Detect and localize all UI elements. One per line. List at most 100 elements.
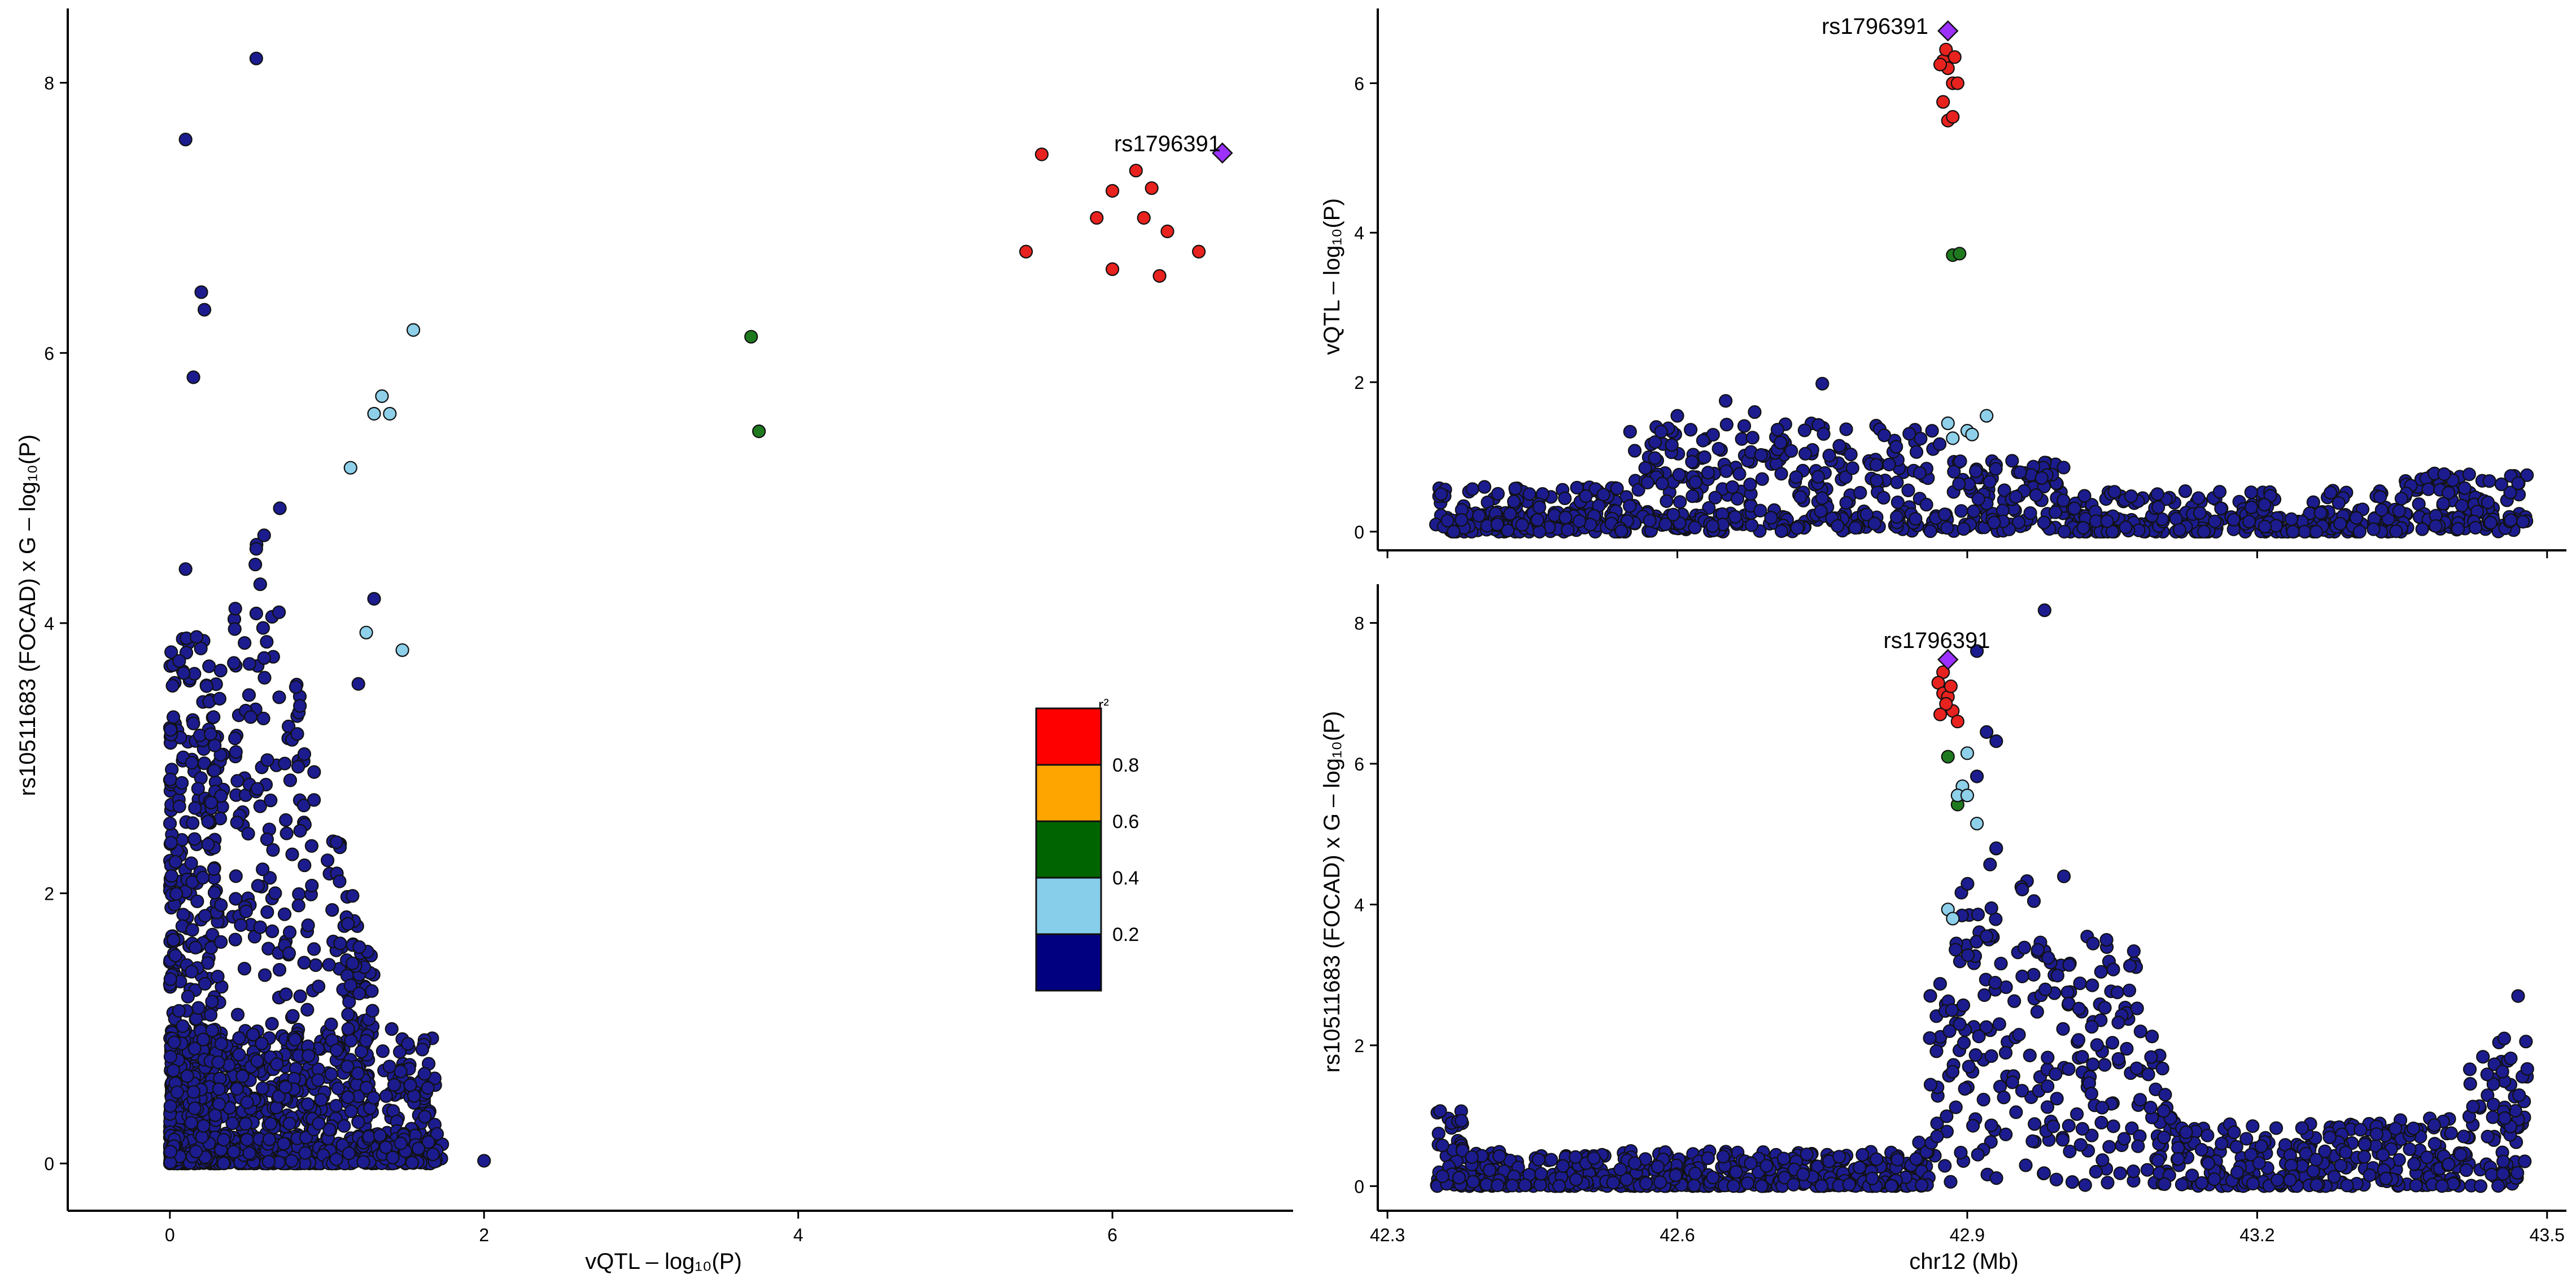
top-point-navy-997 (2124, 489, 2138, 503)
top-point-navy-1072 (1614, 524, 1628, 538)
left-point-navy-1159 (174, 776, 189, 790)
left-point-navy-1138 (213, 663, 228, 678)
bottom-point-navy-875 (2090, 1038, 2104, 1052)
left-point-navy-1488 (189, 940, 203, 954)
top-point-navy-885 (1561, 523, 1575, 537)
bottom-point-navy-1082 (2158, 1177, 2172, 1191)
bottom-point-navy-812 (2491, 1179, 2505, 1193)
bottom-point-navy-827 (2215, 1136, 2229, 1151)
bottom-point-navy-690 (2122, 983, 2137, 997)
left-point-navy-1205 (257, 671, 272, 685)
bottom-point-navy-897 (1744, 1156, 1758, 1171)
top-point-navy-1011 (1725, 480, 1740, 494)
top-point-navy-1086 (1640, 475, 1654, 489)
left-point-navy-1481 (262, 1132, 276, 1146)
bottom-point-navy-1134 (1997, 1091, 2011, 1105)
top-point-navy-1006 (1522, 487, 1536, 501)
top-point-lightblue-16 (1980, 409, 1994, 423)
left-point-navy-1161 (283, 773, 298, 787)
left-lead-label: rs1796391 (1114, 132, 1221, 156)
bottom-point-navy-1118 (2369, 1127, 2383, 1141)
left-point-navy-1189 (207, 763, 221, 778)
top-point-navy-1100 (1815, 376, 1830, 391)
left-point-navy-610 (376, 1044, 390, 1058)
left-point-navy-1373 (187, 832, 202, 846)
top-point-navy-989 (1743, 478, 1757, 492)
top-point-navy-591 (1954, 504, 1968, 518)
bottom-point-navy-1142 (1491, 1178, 1505, 1193)
top-point-navy-974 (2324, 485, 2338, 500)
left-point-navy-1592 (405, 1155, 419, 1170)
bottom-point-navy-951 (1956, 998, 1971, 1013)
bottom-point-navy-700 (2015, 969, 2029, 983)
left-lead-snp (1212, 142, 1233, 164)
top-point-navy-590 (1889, 440, 1903, 454)
top-point-navy-976 (1867, 516, 1881, 531)
legend-swatch-3 (1035, 877, 1102, 935)
left-point-navy-1118 (168, 948, 182, 963)
bottom-point-navy-401 (1944, 1175, 1958, 1189)
bottom-point-navy-349 (2094, 965, 2108, 979)
left-point-navy-1328 (185, 756, 199, 770)
bottom-point-navy-963 (2007, 994, 2021, 1008)
bottom-point-navy-607 (2028, 1117, 2042, 1131)
left-point-navy-1500 (297, 956, 311, 970)
left-point-navy-1534 (188, 801, 202, 815)
left-point-navy-1455 (228, 932, 242, 947)
left-point-navy-1340 (195, 1130, 209, 1144)
left-point-navy-1494 (340, 1059, 355, 1074)
left-point-red-8 (1105, 262, 1120, 276)
left-point-navy-1102 (199, 679, 213, 693)
left-point-navy-1110 (165, 678, 180, 693)
top-point-navy-1036 (2511, 476, 2525, 491)
left-point-lightblue-18 (359, 625, 373, 640)
bottom-point-navy-986 (2420, 1150, 2434, 1164)
top-point-navy-992 (2481, 495, 2495, 510)
left-point-navy-1010 (198, 977, 212, 991)
bottom-point-navy-1117 (2498, 1111, 2512, 1125)
left-point-navy-1441 (322, 958, 336, 972)
top-background-points (1429, 376, 2534, 538)
left-point-navy-1383 (253, 577, 267, 592)
bottom-point-navy-64 (1998, 1046, 2013, 1060)
top-point-navy-1082 (1434, 487, 1448, 501)
left-x-tick-label-1: 2 (479, 1225, 489, 1245)
top-point-navy-839 (2373, 490, 2387, 504)
bottom-y-tick-label-2: 4 (1354, 895, 1364, 915)
left-point-navy-1606 (178, 562, 193, 576)
bottom-point-navy-1030 (2085, 1019, 2099, 1034)
bottom-x-axis-title: chr12 (Mb) (1909, 1249, 2018, 1274)
top-point-navy-394 (2482, 474, 2496, 488)
left-point-navy-1279 (260, 832, 274, 847)
bottom-point-navy-570 (2457, 1129, 2471, 1144)
left-point-navy-1421 (279, 987, 293, 1001)
top-point-navy-1079 (1822, 448, 1836, 463)
top-point-navy-1029 (2034, 471, 2049, 485)
bottom-point-navy-632 (2063, 1144, 2077, 1159)
left-point-navy-1275 (205, 995, 219, 1009)
bottom-point-navy-1023 (2129, 1061, 2144, 1075)
legend-label-3: 0.4 (1112, 868, 1139, 889)
bottom-point-navy-851 (2334, 1158, 2348, 1173)
top-point-navy-692 (1923, 524, 1937, 538)
left-point-navy-1283 (242, 688, 256, 702)
bottom-point-navy-1138 (2435, 1179, 2449, 1193)
bottom-x-tick-label-1: 42.6 (1660, 1225, 1695, 1245)
left-point-navy-313 (392, 1045, 407, 1059)
top-point-navy-909 (2245, 500, 2259, 515)
top-point-navy-939 (2178, 484, 2193, 498)
left-point-navy-1192 (238, 1116, 253, 1131)
bottom-point-navy-1104 (1465, 1150, 1479, 1164)
top-point-navy-984 (2067, 501, 2081, 515)
bottom-point-navy-721 (2085, 978, 2099, 992)
bottom-point-navy-878 (2427, 1137, 2442, 1151)
bottom-point-navy-1079 (2141, 1067, 2155, 1081)
legend-label-1: 0.8 (1112, 755, 1139, 776)
bottom-point-navy-858 (2106, 1119, 2120, 1133)
left-point-navy-1088 (189, 630, 204, 644)
bottom-point-navy-1137 (1606, 1176, 1620, 1190)
top-point-navy-1087 (1753, 503, 1767, 518)
left-point-navy-1386 (229, 892, 243, 906)
top-point-navy-1008 (1665, 438, 1679, 452)
left-point-navy-1123 (163, 972, 177, 986)
